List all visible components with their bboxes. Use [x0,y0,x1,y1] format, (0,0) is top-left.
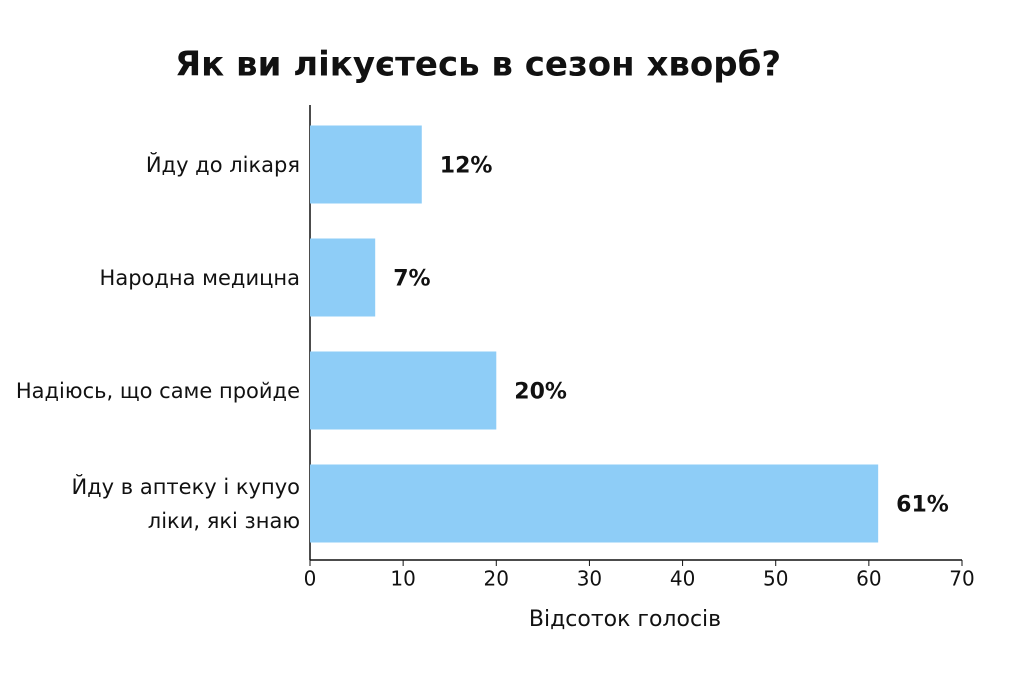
value-label: 12% [440,154,493,179]
x-tick-label: 30 [577,567,602,591]
x-axis-label: Відсоток голосів [529,607,721,632]
x-tick-label: 10 [390,567,415,591]
value-label: 7% [393,267,430,292]
x-tick-label: 70 [949,567,974,591]
x-tick-label: 0 [304,567,317,591]
y-tick-label: Йду до лікаря [145,152,300,177]
x-tick-label: 50 [763,567,788,591]
bar [310,464,879,543]
y-tick-label: Народна медицна [99,265,300,290]
y-tick-label: Надіюсь, що саме пройде [15,378,300,403]
x-tick-label: 40 [670,567,695,591]
x-tick-label: 20 [484,567,509,591]
y-tick-label: Йду в аптеку і купуо ліки, які знаю [71,474,300,533]
chart-title: Як ви лікуєтесь в сезон хворб? [175,45,781,85]
bar [310,351,497,430]
x-tick-label: 60 [856,567,881,591]
bar [310,125,422,204]
value-label: 20% [514,380,567,405]
value-label: 61% [896,493,949,518]
bar [310,238,376,317]
